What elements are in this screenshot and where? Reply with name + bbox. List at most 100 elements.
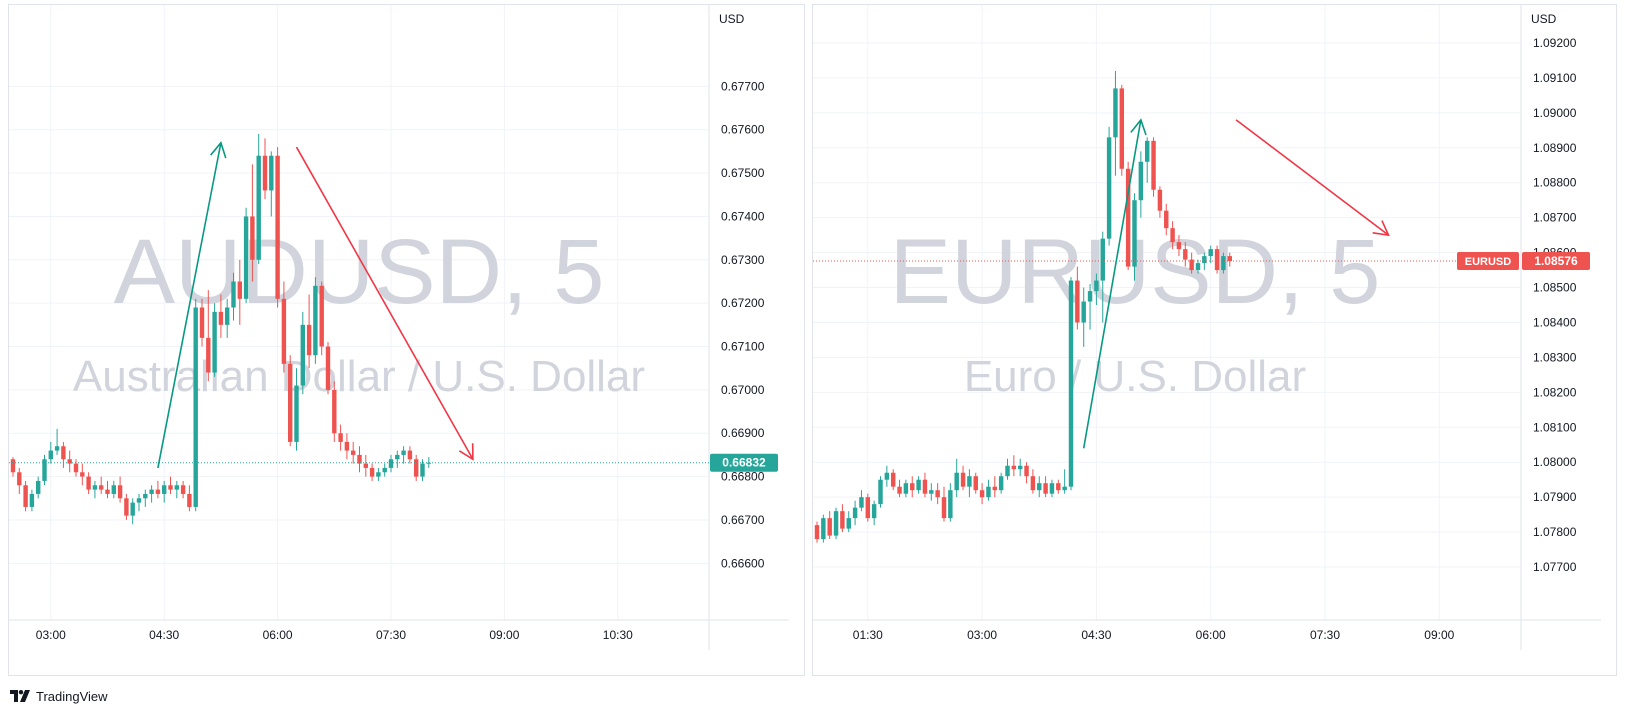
candle-body [155,489,161,494]
candle-body [1068,280,1074,487]
price-tick-label: 0.67600 [721,123,765,137]
candle [1189,252,1194,274]
eurusd-chart[interactable]: 1.09200 1.09100 1.09000 1.08900 1.08800 1.087… [813,5,1616,675]
last-price-tag [710,453,778,472]
tradingview-footer[interactable]: TradingView [10,688,108,704]
candle [992,476,998,498]
candle-body [54,446,60,451]
candle-body [973,476,978,491]
candle-body [319,285,324,347]
candle-body [237,281,243,299]
candle-body [206,337,211,373]
candle [1081,287,1086,347]
candle [1094,273,1099,306]
candle [42,454,47,486]
symbol-tag-label: EURUSD [1465,256,1512,268]
candle [1056,479,1061,494]
candle [332,381,337,442]
candle-body [1202,256,1207,264]
candle [117,476,123,503]
candle-body [859,497,864,508]
candle-body [948,490,953,519]
candle [1100,231,1105,323]
candle [73,459,79,477]
candle [871,500,877,526]
candle [929,483,934,501]
candle-body [117,485,123,499]
candle-body [852,507,858,519]
tradingview-brand-label: TradingView [36,688,108,704]
price-tick-label: 0.66800 [721,470,765,484]
candle-body [871,504,877,519]
candle [388,454,394,473]
candle-body [1157,189,1163,211]
candle [306,294,312,369]
candle [916,476,921,494]
candle-body [814,525,820,540]
candle-body [287,363,293,442]
candle-body [105,489,110,494]
price-tick-label: 1.07900 [1533,490,1577,504]
candle [256,134,261,265]
candle [376,467,381,481]
candle [973,472,978,494]
candle [960,465,966,491]
candle [325,342,331,395]
tradingview-logo-icon [10,690,30,702]
candle-body [1024,465,1029,477]
arrow-head [210,141,227,159]
price-tick-label: 0.67000 [721,383,765,397]
candle [1214,245,1220,274]
candle-body [935,490,940,498]
candle [187,485,192,512]
candle [155,480,161,499]
price-tick-label: 1.09000 [1533,106,1577,120]
down-trend-arrow [295,146,474,461]
candle [910,476,915,498]
candle-body [960,472,966,487]
candle [1138,151,1144,218]
candle [357,446,362,473]
candle [1043,476,1048,498]
time-tick-label: 10:30 [603,628,633,642]
time-tick-label: 06:00 [1196,628,1226,642]
candle [1202,252,1207,271]
candle-body [916,479,921,491]
last-price-label: 0.66832 [722,456,766,470]
candle-body [903,483,909,494]
candle [61,441,66,468]
price-tick-label: 0.67500 [721,166,765,180]
candle-body [922,479,928,494]
candle [275,147,280,308]
candle-body [401,450,406,455]
time-tick-label: 04:30 [1081,628,1111,642]
candle [878,476,883,508]
candle [250,164,255,282]
audusd-chart[interactable]: 0.67700 0.67600 0.67500 0.67400 0.67300 0.672… [9,5,804,675]
arrow-shaft [1082,119,1142,449]
candle [827,511,832,540]
candle-body [306,324,312,356]
candle-body [1056,483,1061,491]
candle [859,490,864,512]
candle [319,281,324,356]
eurusd-chart-panel[interactable]: 1.09200 1.09100 1.09000 1.08900 1.08800 1.087… [812,4,1617,676]
currency-label: USD [719,12,745,26]
candle-body [357,454,362,464]
candle-body [897,486,902,494]
candle-body [833,511,839,536]
candle-body [269,155,274,191]
candle-body [388,459,394,468]
candle [174,480,180,499]
price-tick-label: 1.08800 [1533,176,1577,190]
candle [10,457,16,477]
candle [979,483,985,505]
price-tick-label: 0.66600 [721,556,765,570]
candle [161,480,167,503]
audusd-chart-panel[interactable]: 0.67700 0.67600 0.67500 0.67400 0.67300 0.672… [8,4,805,676]
price-tick-label: 0.67200 [721,296,765,310]
time-tick-label: 09:00 [1424,628,1454,642]
candle-body [1043,483,1048,494]
candle [821,514,826,543]
candle [935,483,940,505]
